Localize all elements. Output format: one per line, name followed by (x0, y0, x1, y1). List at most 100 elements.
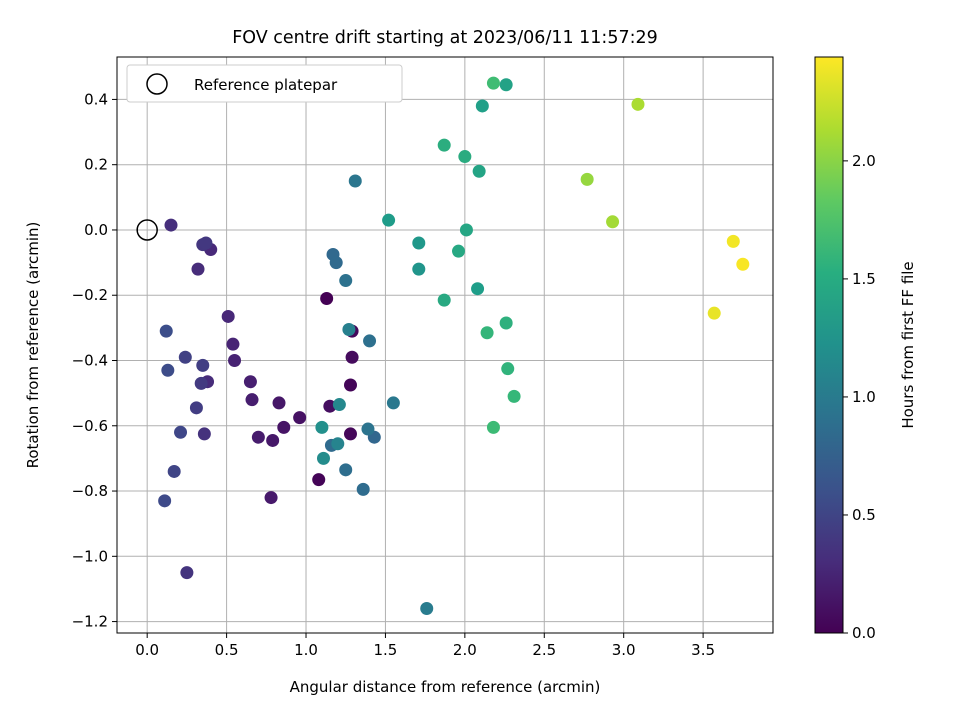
data-point (339, 274, 353, 288)
y-tick-label: 0.2 (84, 156, 108, 174)
y-tick-label: 0.4 (84, 90, 108, 108)
data-point (606, 215, 620, 229)
data-point (437, 293, 451, 307)
data-point (320, 291, 334, 305)
data-point (458, 150, 472, 164)
y-axis-ticks: 0.4 0.2 0.0 −0.2 −0.4 −0.6 −0.8 −1.0 −1.2 (72, 90, 117, 631)
data-point (191, 262, 205, 276)
data-point (382, 213, 396, 227)
data-point (245, 393, 259, 407)
grid (117, 57, 773, 633)
data-point (316, 451, 330, 465)
data-point (356, 482, 370, 496)
chart-title: FOV centre drift starting at 2023/06/11 … (232, 28, 658, 48)
data-point (412, 262, 426, 276)
data-point (472, 164, 486, 178)
data-point (580, 172, 594, 186)
data-point (386, 396, 400, 410)
data-point (736, 257, 750, 271)
data-point (331, 437, 345, 451)
legend-label: Reference platepar (194, 76, 338, 94)
data-point (221, 309, 235, 323)
data-point (471, 282, 485, 296)
y-tick-label: −1.2 (72, 613, 108, 631)
data-point (437, 138, 451, 152)
data-point (420, 602, 434, 616)
data-point (345, 350, 359, 364)
data-point (332, 398, 346, 412)
x-tick-label: 3.5 (691, 641, 715, 659)
data-point (312, 473, 326, 487)
y-tick-label: −0.4 (72, 352, 108, 370)
data-point (194, 376, 208, 390)
data-point (272, 396, 286, 410)
legend-box (126, 64, 403, 103)
colorbar-ticks: 0.0 0.5 1.0 1.5 2.0 (843, 152, 876, 642)
x-axis-ticks: 0.0 0.5 1.0 1.5 2.0 2.5 3.0 3.5 (135, 633, 715, 659)
data-point (486, 420, 500, 434)
colorbar-label: Hours from first FF file (899, 261, 917, 428)
data-point (475, 99, 489, 113)
data-point (329, 256, 343, 270)
data-point (264, 491, 278, 505)
colorbar-tick-label: 2.0 (852, 152, 876, 170)
data-point (251, 430, 265, 444)
data-point (707, 306, 721, 320)
colorbar-tick-label: 1.5 (852, 270, 876, 288)
y-tick-label: 0.0 (84, 221, 108, 239)
data-point (363, 334, 377, 348)
plot-frame (116, 56, 774, 634)
data-point (293, 411, 307, 425)
data-point (499, 78, 513, 92)
data-point (315, 420, 329, 434)
colorbar: 0.0 0.5 1.0 1.5 2.0 Hours from first FF file (814, 56, 917, 642)
y-tick-label: −0.8 (72, 482, 108, 500)
data-point (342, 322, 356, 336)
data-point (631, 97, 645, 111)
data-point (164, 218, 178, 232)
data-point (507, 389, 521, 403)
x-axis-label: Angular distance from reference (arcmin) (290, 678, 601, 696)
colorbar-tick-label: 1.0 (852, 388, 876, 406)
data-point (343, 378, 357, 392)
data-point (726, 234, 740, 248)
legend-marker-icon (146, 73, 168, 95)
x-tick-label: 1.0 (294, 641, 318, 659)
data-point (161, 363, 175, 377)
data-point (159, 324, 173, 338)
x-tick-label: 2.5 (532, 641, 556, 659)
data-point (266, 433, 280, 447)
data-point (158, 494, 172, 508)
data-point (480, 326, 494, 340)
data-point (277, 420, 291, 434)
data-point (180, 566, 194, 580)
colorbar-gradient (814, 56, 844, 634)
y-axis-label: Rotation from reference (arcmin) (24, 222, 42, 469)
data-point (459, 223, 473, 237)
colorbar-tick-label: 0.5 (852, 506, 876, 524)
reference-marker (136, 219, 158, 241)
y-tick-label: −0.6 (72, 417, 108, 435)
data-point (189, 401, 203, 415)
data-point (243, 375, 257, 389)
x-tick-label: 2.0 (453, 641, 477, 659)
data-point (228, 354, 242, 368)
data-point (486, 76, 500, 90)
data-point (452, 244, 466, 258)
data-point (197, 427, 211, 441)
legend: Reference platepar (126, 64, 403, 103)
x-tick-label: 0.0 (135, 641, 159, 659)
colorbar-tick-label: 0.0 (852, 624, 876, 642)
data-point (196, 358, 210, 372)
data-point (343, 427, 357, 441)
data-point (361, 422, 375, 436)
data-point (174, 425, 188, 439)
data-point (348, 174, 362, 188)
data-points (158, 76, 750, 616)
data-point (178, 350, 192, 364)
x-tick-label: 1.5 (374, 641, 398, 659)
x-tick-label: 0.5 (215, 641, 239, 659)
data-point (167, 464, 181, 478)
y-tick-label: −1.0 (72, 547, 108, 565)
